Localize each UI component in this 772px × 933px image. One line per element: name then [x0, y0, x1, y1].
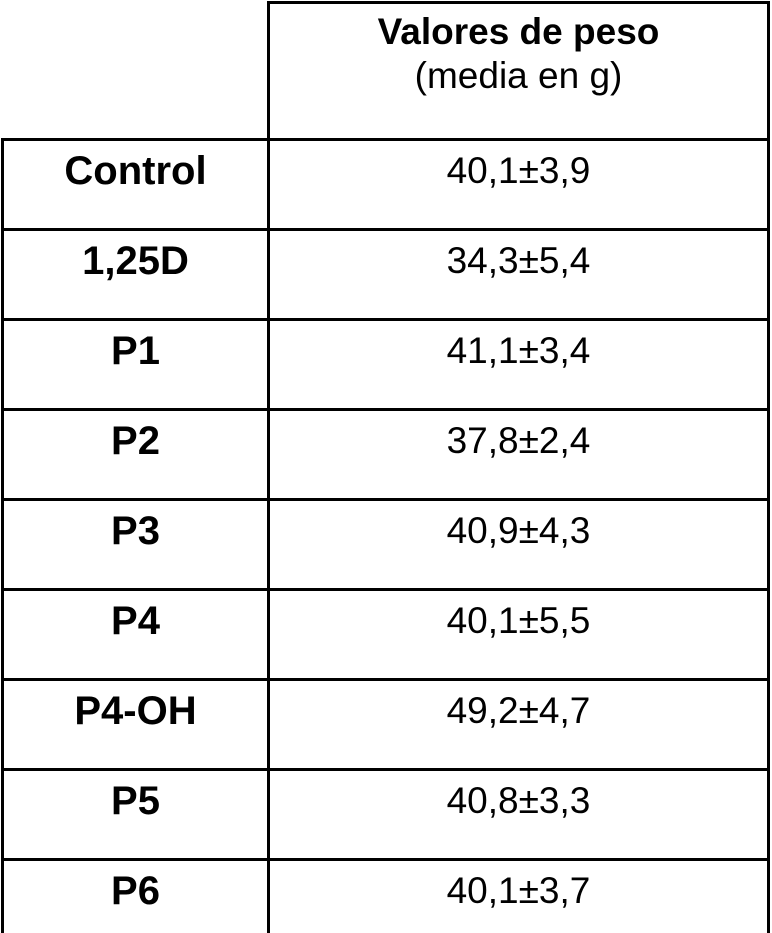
- table-row: P540,8±3,3: [3, 770, 769, 860]
- row-value: 34,3±5,4: [269, 230, 769, 320]
- row-value: 40,9±4,3: [269, 500, 769, 590]
- row-label: P1: [3, 320, 269, 410]
- table-row: P340,9±4,3: [3, 500, 769, 590]
- row-value: 40,1±3,7: [269, 860, 769, 933]
- header-title: Valores de peso: [270, 10, 767, 54]
- row-value: 37,8±2,4: [269, 410, 769, 500]
- header-subtitle: (media en g): [270, 54, 767, 98]
- header-row: Valores de peso (media en g): [3, 3, 769, 140]
- table-body: Control40,1±3,91,25D34,3±5,4P141,1±3,4P2…: [3, 140, 769, 933]
- empty-cell: [3, 3, 269, 140]
- page: Valores de peso (media en g) Control40,1…: [0, 1, 772, 933]
- row-label: P3: [3, 500, 269, 590]
- row-value: 41,1±3,4: [269, 320, 769, 410]
- row-label: P5: [3, 770, 269, 860]
- row-label: P4: [3, 590, 269, 680]
- row-label: 1,25D: [3, 230, 269, 320]
- table-row: Control40,1±3,9: [3, 140, 769, 230]
- weight-table: Valores de peso (media en g) Control40,1…: [1, 1, 770, 933]
- row-label: P2: [3, 410, 269, 500]
- table-row: 1,25D34,3±5,4: [3, 230, 769, 320]
- row-value: 49,2±4,7: [269, 680, 769, 770]
- table-row: P4-OH49,2±4,7: [3, 680, 769, 770]
- row-value: 40,1±3,9: [269, 140, 769, 230]
- table-row: P237,8±2,4: [3, 410, 769, 500]
- table-row: P640,1±3,7: [3, 860, 769, 933]
- row-label: P4-OH: [3, 680, 269, 770]
- header-cell: Valores de peso (media en g): [269, 3, 769, 140]
- row-label: P6: [3, 860, 269, 933]
- row-value: 40,1±5,5: [269, 590, 769, 680]
- table-row: P141,1±3,4: [3, 320, 769, 410]
- row-label: Control: [3, 140, 269, 230]
- row-value: 40,8±3,3: [269, 770, 769, 860]
- table-row: P440,1±5,5: [3, 590, 769, 680]
